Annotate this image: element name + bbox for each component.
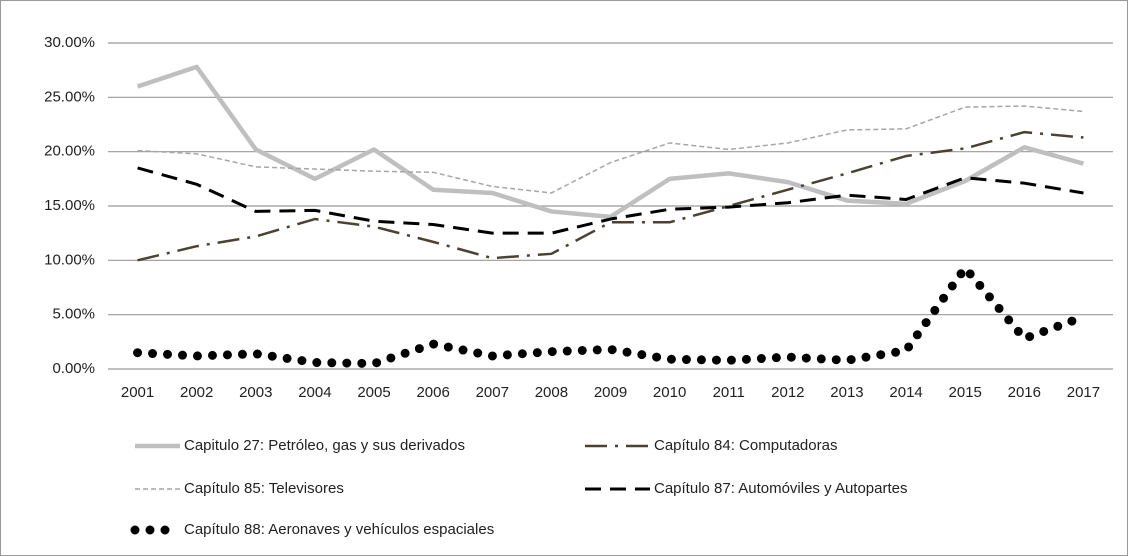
x-tick-label: 2013 <box>830 384 863 401</box>
x-tick-label: 2007 <box>476 384 509 401</box>
x-tick-label: 2016 <box>1008 384 1041 401</box>
y-tick-label: 20.00% <box>44 143 95 160</box>
legend-label: Capítulo 87: Automóviles y Autopartes <box>654 480 907 497</box>
x-tick-label: 2006 <box>416 384 449 401</box>
y-tick-label: 15.00% <box>44 197 95 214</box>
x-tick-label: 2017 <box>1067 384 1100 401</box>
legend-label: Capítulo 85: Televisores <box>184 480 344 497</box>
y-tick-label: 5.00% <box>52 306 95 323</box>
x-tick-label: 2005 <box>357 384 390 401</box>
series-line <box>137 166 1084 235</box>
series-line <box>136 64 1085 220</box>
y-tick-label: 25.00% <box>44 88 95 105</box>
x-tick-label: 2008 <box>535 384 568 401</box>
x-tick-label: 2009 <box>594 384 627 401</box>
x-tick-label: 2015 <box>949 384 982 401</box>
x-tick-label: 2011 <box>713 384 745 401</box>
x-tick-label: 2002 <box>180 384 213 401</box>
x-tick-label: 2003 <box>239 384 272 401</box>
legend-label: Capítulo 84: Computadoras <box>654 437 837 454</box>
x-tick-label: 2012 <box>771 384 804 401</box>
x-tick-label: 2014 <box>889 384 922 401</box>
y-tick-label: 30.00% <box>44 34 95 51</box>
y-tick-label: 10.00% <box>44 251 95 268</box>
series-line <box>133 263 1088 369</box>
x-tick-label: 2001 <box>121 384 154 401</box>
x-tick-label: 2004 <box>298 384 331 401</box>
legend-label: Capitulo 27: Petróleo, gas y sus derivad… <box>184 437 465 454</box>
x-tick-label: 2010 <box>653 384 686 401</box>
legend-label: Capítulo 88: Aeronaves y vehículos espac… <box>184 521 494 538</box>
series-line <box>137 105 1084 194</box>
y-tick-label: 0.00% <box>52 360 95 377</box>
